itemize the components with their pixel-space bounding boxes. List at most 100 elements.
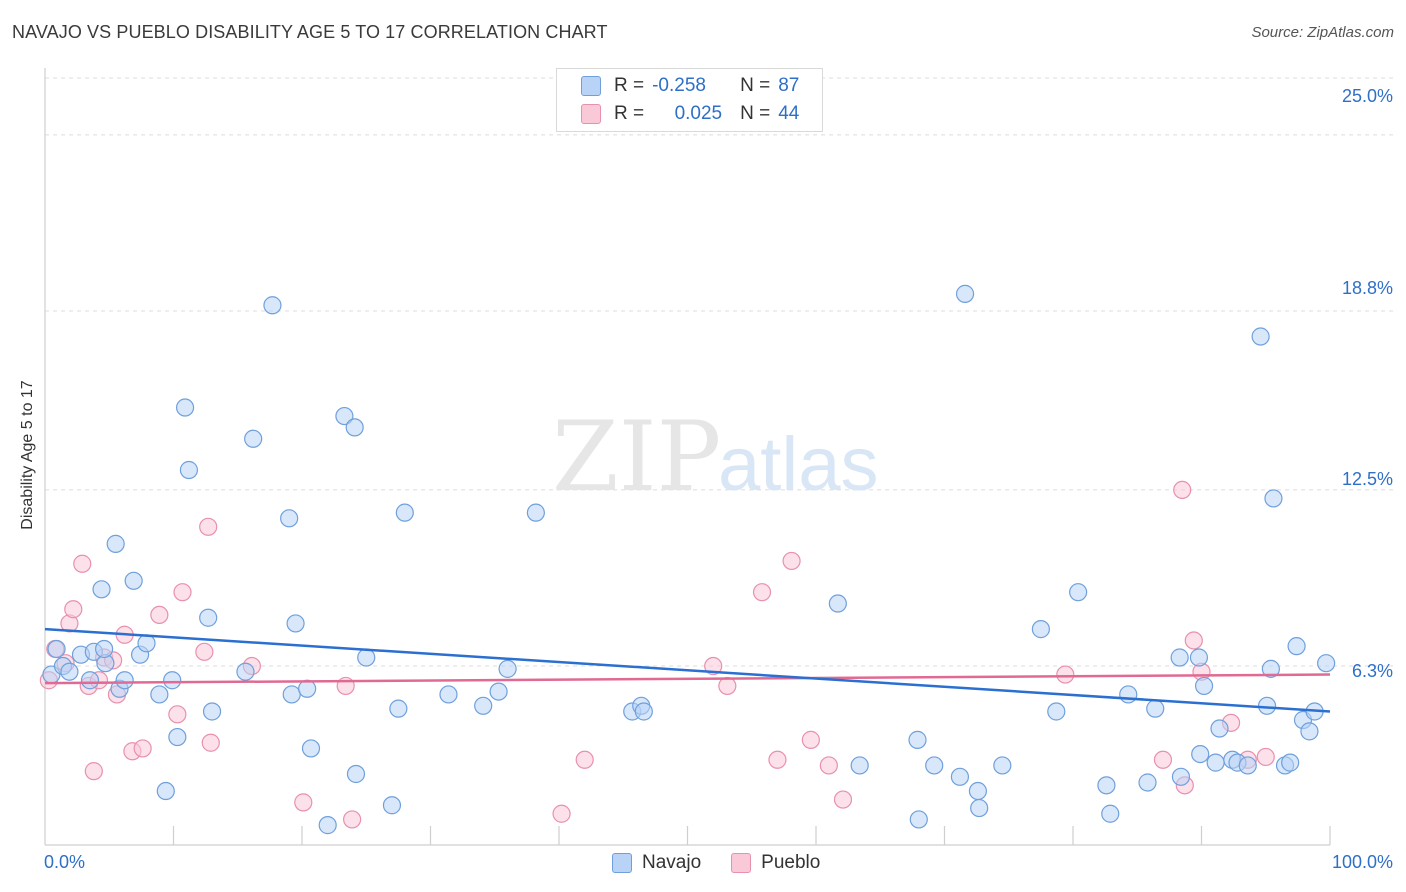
data-point bbox=[73, 554, 92, 573]
data-point bbox=[47, 639, 66, 659]
data-point bbox=[1146, 699, 1165, 718]
data-point bbox=[718, 676, 737, 696]
data-point bbox=[1281, 753, 1300, 772]
data-point bbox=[179, 460, 199, 480]
data-point bbox=[95, 639, 114, 659]
data-point bbox=[575, 750, 594, 769]
data-point bbox=[156, 781, 175, 801]
data-point bbox=[1194, 676, 1214, 696]
data-point bbox=[301, 739, 321, 758]
chart-title: NAVAJO VS PUEBLO DISABILITY AGE 5 TO 17 … bbox=[12, 22, 608, 42]
data-point bbox=[244, 429, 263, 448]
y-tick-label: 6.3% bbox=[1351, 661, 1393, 681]
watermark-zip: ZIP bbox=[552, 401, 721, 513]
source-label: Source: ZipAtlas.com bbox=[1251, 24, 1394, 41]
data-point bbox=[1256, 747, 1275, 767]
data-point bbox=[439, 685, 458, 704]
r-value: -0.258 bbox=[652, 75, 706, 96]
data-point bbox=[950, 767, 970, 786]
data-point bbox=[850, 756, 869, 775]
y-tick-label: 12.5% bbox=[1341, 469, 1393, 489]
axes bbox=[44, 68, 1331, 846]
x-tick-label: 100.0% bbox=[1331, 852, 1393, 872]
data-point bbox=[84, 762, 103, 781]
data-point bbox=[819, 756, 838, 775]
data-point bbox=[909, 810, 928, 829]
navajo-points bbox=[42, 284, 1336, 835]
data-point bbox=[489, 682, 508, 701]
data-point bbox=[1257, 696, 1277, 715]
pueblo-points bbox=[39, 480, 1275, 829]
data-point bbox=[1300, 722, 1319, 741]
data-point bbox=[389, 699, 408, 718]
data-point bbox=[168, 727, 187, 747]
data-point bbox=[704, 656, 723, 676]
data-point bbox=[498, 659, 517, 678]
data-point bbox=[298, 679, 317, 698]
data-point bbox=[1069, 583, 1088, 602]
data-point bbox=[318, 816, 337, 835]
data-point bbox=[1056, 665, 1075, 684]
navajo-swatch bbox=[581, 76, 601, 96]
data-point bbox=[1317, 654, 1336, 673]
data-point bbox=[133, 739, 152, 758]
r-value: 0.025 bbox=[674, 103, 723, 124]
data-point bbox=[634, 702, 653, 721]
data-point bbox=[925, 756, 944, 775]
data-point bbox=[137, 634, 156, 653]
data-point bbox=[124, 571, 143, 590]
navajo-swatch bbox=[612, 853, 632, 873]
data-point bbox=[768, 750, 787, 769]
data-point bbox=[1210, 719, 1229, 738]
data-point bbox=[908, 730, 927, 749]
data-point bbox=[828, 594, 847, 613]
data-point bbox=[202, 702, 222, 721]
data-point bbox=[1170, 648, 1189, 667]
series-legend: Navajo Pueblo bbox=[612, 852, 850, 874]
gridlines bbox=[45, 77, 1395, 667]
data-point bbox=[1261, 659, 1280, 678]
data-point bbox=[993, 756, 1012, 775]
data-point bbox=[168, 705, 187, 724]
data-point bbox=[474, 696, 493, 715]
data-point bbox=[955, 284, 975, 303]
data-point bbox=[92, 580, 111, 599]
data-point bbox=[833, 790, 853, 809]
data-point bbox=[970, 798, 989, 818]
data-point bbox=[1097, 776, 1116, 795]
legend-label: Pueblo bbox=[761, 852, 821, 873]
data-point bbox=[150, 605, 169, 625]
data-point bbox=[335, 406, 354, 426]
data-point bbox=[80, 671, 100, 690]
data-point bbox=[801, 730, 820, 749]
data-point bbox=[1171, 767, 1191, 786]
stats-row-pueblo: R = 0.025 N = 44 bbox=[581, 102, 799, 126]
trend-line-pueblo bbox=[44, 673, 1331, 685]
n-value: 87 bbox=[778, 75, 800, 96]
watermark-atlas: atlas bbox=[718, 422, 879, 507]
data-point bbox=[282, 685, 301, 704]
x-tick-label: 0.0% bbox=[44, 852, 86, 872]
data-point bbox=[1238, 756, 1257, 775]
data-point bbox=[552, 804, 571, 823]
pueblo-swatch bbox=[581, 104, 601, 124]
data-point bbox=[173, 583, 192, 602]
legend-item-navajo[interactable]: Navajo bbox=[612, 852, 701, 874]
trend-lines bbox=[44, 627, 1331, 713]
y-tick-label: 25.0% bbox=[1341, 86, 1393, 106]
r-label: R = bbox=[614, 75, 645, 96]
data-point bbox=[357, 648, 376, 667]
data-point bbox=[294, 793, 313, 812]
data-point bbox=[1153, 750, 1173, 769]
data-point bbox=[1191, 744, 1210, 764]
data-point bbox=[199, 608, 218, 627]
data-point bbox=[1101, 804, 1120, 823]
data-point bbox=[526, 503, 545, 522]
n-label: N = bbox=[740, 75, 771, 96]
data-point bbox=[106, 534, 125, 553]
data-point bbox=[115, 671, 134, 690]
legend-item-pueblo[interactable]: Pueblo bbox=[731, 852, 820, 874]
data-point bbox=[150, 685, 169, 704]
data-point bbox=[280, 509, 299, 528]
